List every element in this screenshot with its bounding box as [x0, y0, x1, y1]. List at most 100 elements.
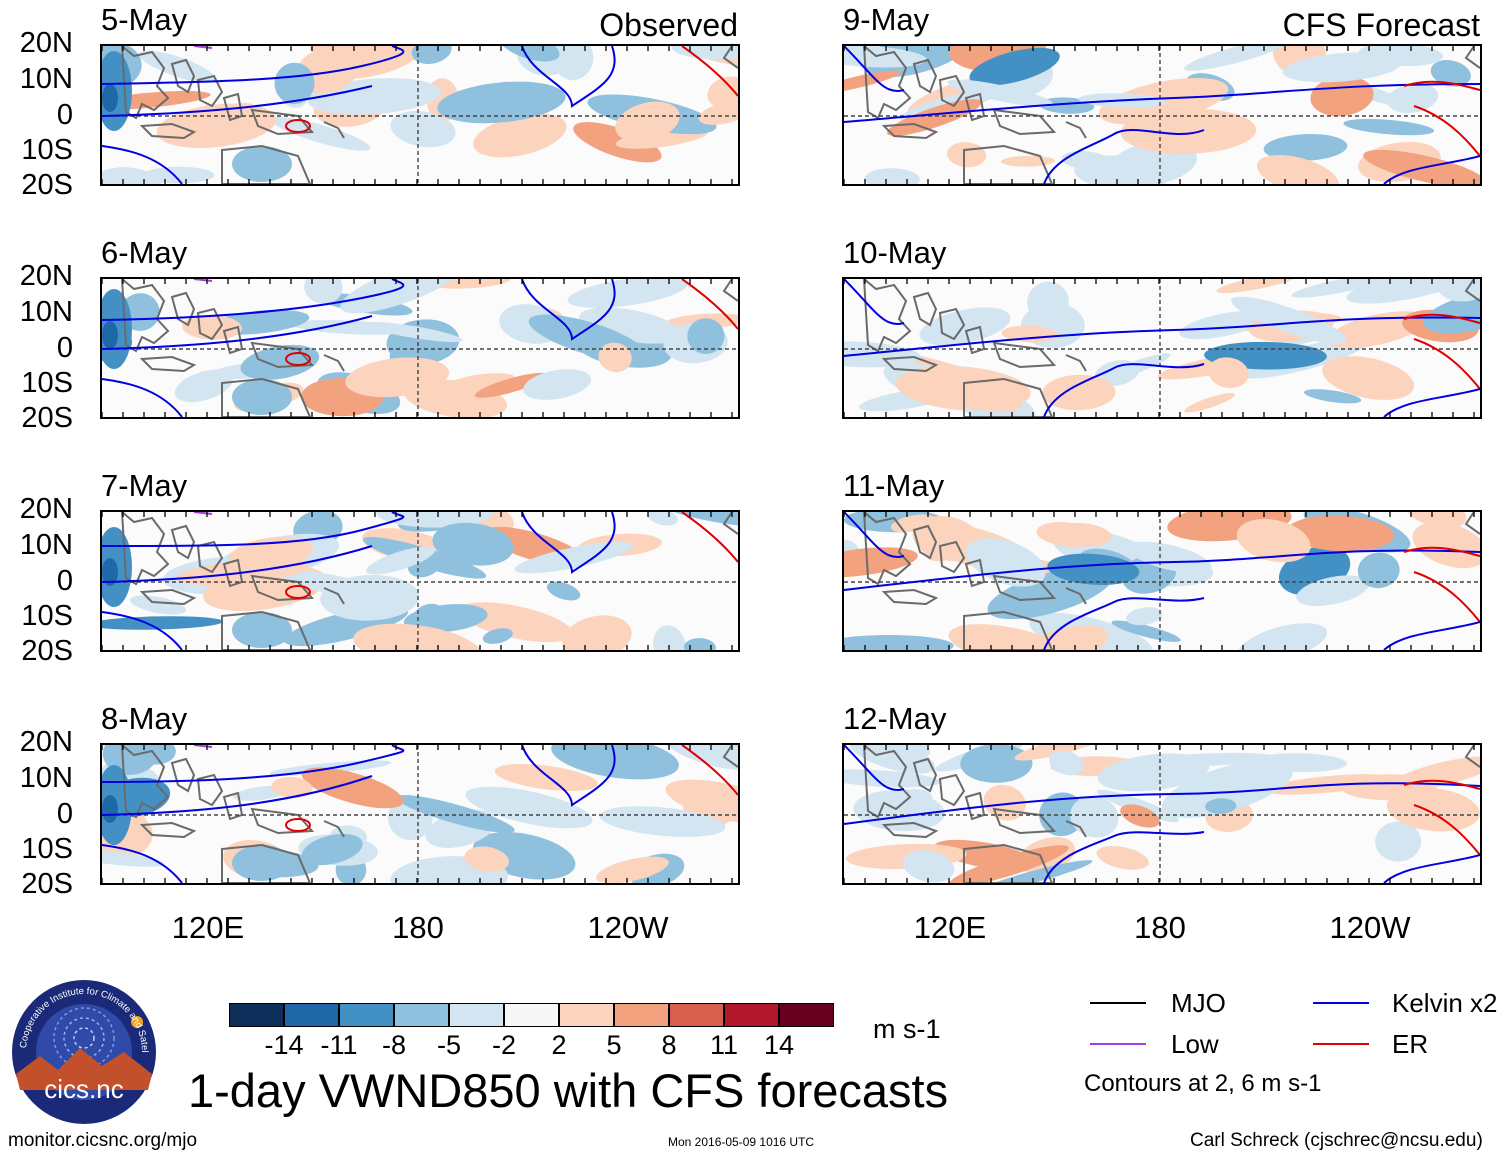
reference-gridlines: [102, 279, 738, 417]
panel-date-8-may: 8-May: [101, 701, 188, 736]
lat-label-10s: 10S: [21, 600, 73, 632]
tick-marks: [102, 46, 733, 184]
observed-header: Observed: [599, 7, 738, 43]
legend-mjo-label: MJO: [1171, 988, 1226, 1018]
lat-label-10n: 10N: [19, 529, 73, 561]
contours: [844, 279, 1480, 417]
legend-contour-note: Contours at 2, 6 m s-1: [1084, 1070, 1322, 1097]
lon-label-120e: 120E: [171, 910, 245, 945]
anomaly-shading: [102, 745, 738, 883]
map-panel-7-may: [100, 510, 740, 652]
coastlines: [120, 512, 738, 650]
anomaly-shading: [102, 512, 738, 650]
map-graphic: [844, 512, 1480, 650]
lat-label-0: 0: [56, 99, 73, 131]
colorbar-swatch-3: [339, 1003, 394, 1027]
colorbar-swatch-9: [669, 1003, 724, 1027]
map-panel-6-may: [100, 277, 740, 419]
map-panel-12-may: [842, 743, 1482, 885]
lon-label-180: 180: [1134, 910, 1186, 945]
anomaly-shading: [844, 745, 1480, 883]
colorbar-tick: 11: [709, 1030, 739, 1060]
colorbar-swatch-10: [724, 1003, 779, 1027]
lat-label-0: 0: [56, 798, 73, 830]
lat-label-20n: 20N: [19, 27, 73, 59]
lat-label-10s: 10S: [21, 367, 73, 399]
map-panel-5-may: [100, 44, 740, 186]
colorbar-swatch-4: [394, 1003, 449, 1027]
contours: [102, 512, 738, 650]
panel-date-10-may: 10-May: [843, 235, 947, 270]
lat-label-10s: 10S: [21, 833, 73, 865]
legend-kelvin-line: [1313, 1002, 1369, 1004]
lat-label-0: 0: [56, 332, 73, 364]
reference-gridlines: [102, 512, 738, 650]
lon-label-120w: 120W: [587, 910, 669, 945]
tick-marks: [844, 512, 1475, 650]
map-panel-11-may: [842, 510, 1482, 652]
colorbar-tick: -11: [320, 1030, 358, 1060]
lat-label-10n: 10N: [19, 762, 73, 794]
colorbar-tick: 14: [763, 1030, 795, 1060]
footer-timestamp: Mon 2016-05-09 1016 UTC: [668, 1135, 815, 1149]
footer-url: monitor.cicsnc.org/mjo: [8, 1130, 198, 1151]
reference-gridlines: [844, 745, 1480, 883]
lat-label-20n: 20N: [19, 726, 73, 758]
lon-label-120w: 120W: [1329, 910, 1411, 945]
reference-gridlines: [102, 745, 738, 883]
legend-er-label: ER: [1392, 1029, 1429, 1059]
colorbar-tick: -14: [264, 1030, 304, 1060]
map-graphic: [102, 46, 738, 184]
reference-gridlines: [102, 46, 738, 184]
colorbar-swatch-7: [559, 1003, 614, 1027]
lat-label-20s: 20S: [21, 868, 73, 900]
colorbar-swatch-2: [284, 1003, 339, 1027]
anomaly-shading: [102, 46, 738, 184]
contours: [102, 46, 738, 184]
cicsnc-logo: Cooperative Institute for Climate and Sa…: [7, 970, 158, 1126]
anomaly-shading: [844, 279, 1480, 417]
map-panel-8-may: [100, 743, 740, 885]
contours: [844, 512, 1480, 650]
colorbar-tick: -5: [436, 1030, 461, 1060]
reference-gridlines: [844, 512, 1480, 650]
colorbar-swatch-6: [504, 1003, 559, 1027]
forecast-header: CFS Forecast: [1282, 7, 1480, 43]
reference-gridlines: [844, 279, 1480, 417]
map-graphic: [844, 279, 1480, 417]
figure-title: 1-day VWND850 with CFS forecasts: [188, 1064, 949, 1117]
contours: [844, 745, 1480, 883]
panel-date-6-may: 6-May: [101, 235, 188, 270]
panel-date-11-may: 11-May: [843, 468, 945, 503]
anomaly-shading: [102, 279, 738, 417]
contours: [102, 279, 738, 417]
colorbar-tick: -8: [381, 1030, 406, 1060]
lat-label-10n: 10N: [19, 296, 73, 328]
map-graphic: [102, 512, 738, 650]
lon-label-120e: 120E: [913, 910, 987, 945]
colorbar-swatch-1: [229, 1003, 284, 1027]
legend-kelvin-label: Kelvin x2: [1392, 988, 1498, 1018]
tick-marks: [102, 279, 733, 417]
colorbar-tick: 8: [661, 1030, 677, 1060]
tick-marks: [102, 745, 733, 883]
lon-label-180: 180: [392, 910, 444, 945]
coastlines: [862, 512, 1480, 650]
map-graphic: [102, 279, 738, 417]
colorbar-swatch-11: [779, 1003, 834, 1027]
panel-date-12-may: 12-May: [843, 701, 947, 736]
reference-gridlines: [844, 46, 1480, 184]
contours: [844, 46, 1480, 184]
legend-mjo-line: [1090, 1002, 1146, 1004]
lat-label-20s: 20S: [21, 169, 73, 201]
map-panel-9-may: [842, 44, 1482, 186]
colorbar-unit: m s-1: [873, 1014, 941, 1044]
legend-er-line: [1313, 1043, 1369, 1045]
footer-credit: Carl Schreck (cjschrec@ncsu.edu): [1190, 1130, 1483, 1151]
lat-label-20n: 20N: [19, 260, 73, 292]
coastlines: [862, 745, 1480, 883]
legend-low-line: [1090, 1043, 1146, 1045]
map-graphic: [844, 745, 1480, 883]
anomaly-shading: [844, 46, 1480, 184]
coastlines: [862, 279, 1480, 417]
